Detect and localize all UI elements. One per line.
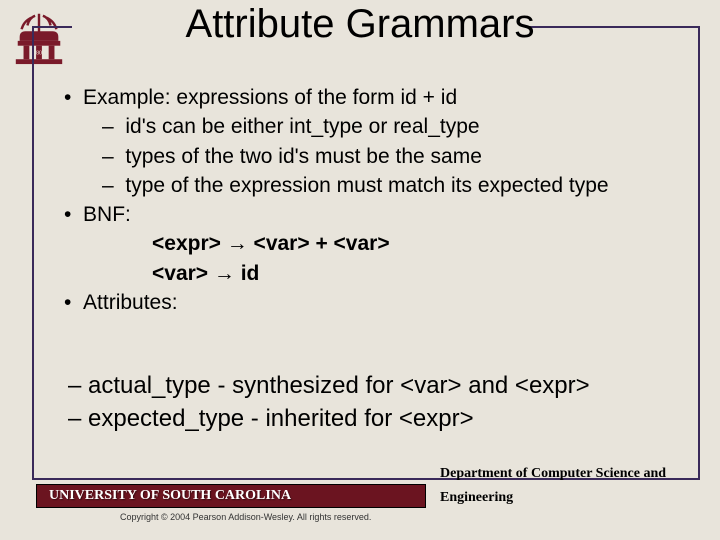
- attr-actual-type: – actual_type - synthesized for <var> an…: [90, 370, 690, 401]
- attr-expected-type: – expected_type - inherited for <expr>: [90, 403, 690, 434]
- bullet-example: • Example: expressions of the form id + …: [82, 84, 690, 111]
- university-name: UNIVERSITY OF SOUTH CAROLINA: [49, 488, 291, 504]
- bnf-rule-var: <var> → id: [152, 260, 690, 287]
- bullet-match: – type of the expression must match its …: [120, 172, 690, 199]
- bullet-idtypes: – id's can be either int_type or real_ty…: [120, 113, 690, 140]
- bnf-text: <expr> → <var> + <var>: [152, 232, 390, 255]
- bullet-same: – types of the two id's must be the same: [120, 143, 690, 170]
- bullet-text: id's can be either int_type or real_type: [125, 115, 479, 138]
- bullet-text: Attributes:: [83, 291, 178, 314]
- bullet-attributes: • Attributes:: [82, 289, 690, 316]
- content-upper: • Example: expressions of the form id + …: [50, 84, 690, 318]
- slide: 1801 Attribute Grammars • Example: expre…: [0, 0, 720, 540]
- slide-title: Attribute Grammars: [0, 2, 720, 47]
- bullet-text: type of the expression must match its ex…: [125, 174, 608, 197]
- footer-right-text: Department of Computer Science and Engin…: [428, 462, 712, 510]
- copyright-text: Copyright © 2004 Pearson Addison-Wesley.…: [120, 512, 371, 522]
- bnf-rule-expr: <expr> → <var> + <var>: [152, 230, 690, 257]
- bullet-text: BNF:: [83, 203, 131, 226]
- footer-left-bar: UNIVERSITY OF SOUTH CAROLINA: [36, 484, 426, 508]
- content-lower: – actual_type - synthesized for <var> an…: [68, 370, 690, 436]
- bullet-text: Example: expressions of the form id + id: [83, 86, 457, 109]
- bullet-text: types of the two id's must be the same: [125, 145, 482, 168]
- bnf-text: <var> → id: [152, 262, 259, 285]
- bullet-bnf: • BNF:: [82, 201, 690, 228]
